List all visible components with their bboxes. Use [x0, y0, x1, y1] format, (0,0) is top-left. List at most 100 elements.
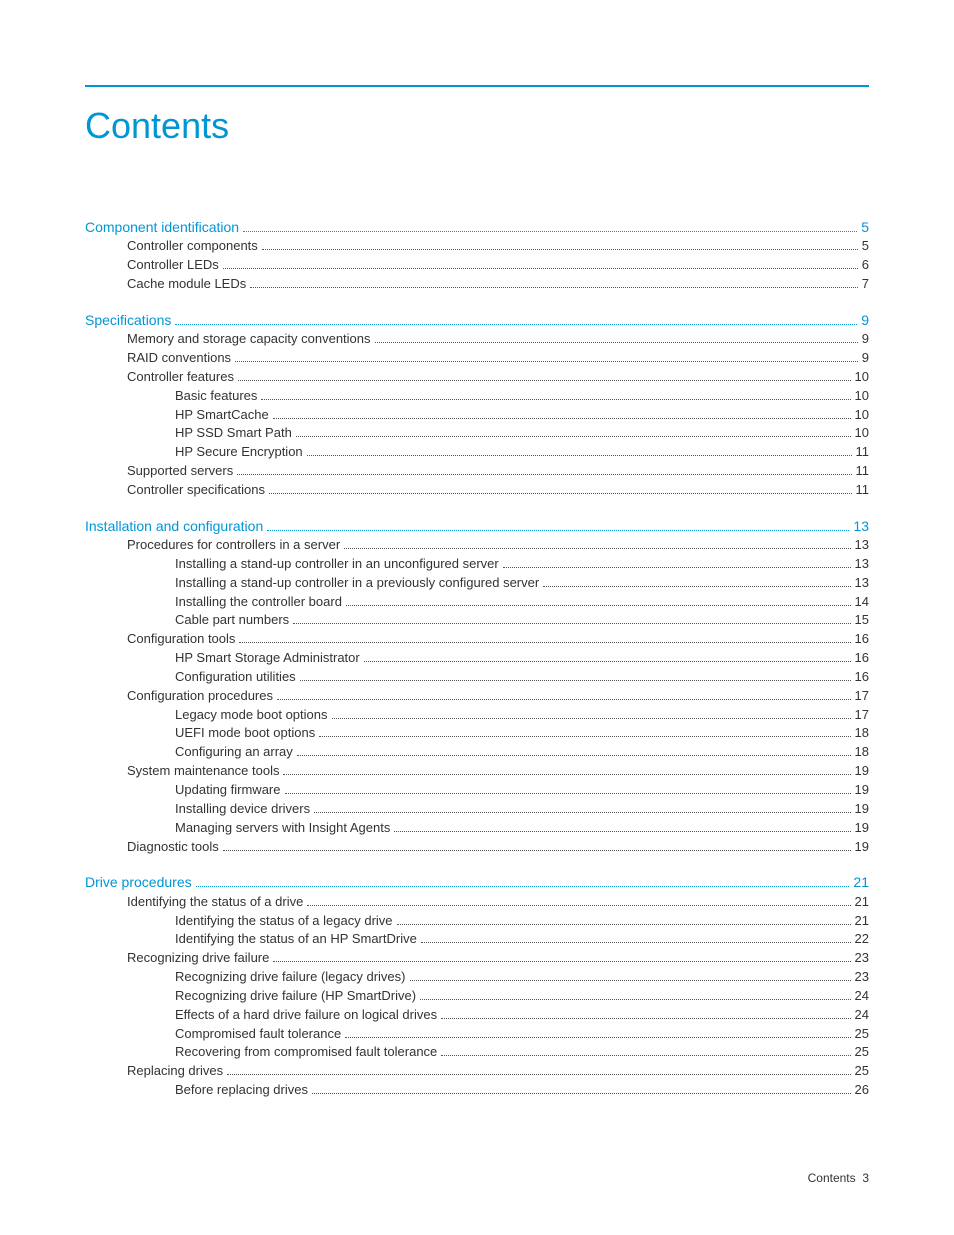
- toc-page: 26: [855, 1081, 869, 1100]
- table-of-contents: Component identification5Controller comp…: [85, 217, 869, 1116]
- toc-entry[interactable]: Identifying the status of a legacy drive…: [85, 912, 869, 931]
- toc-entry[interactable]: Basic features10: [85, 387, 869, 406]
- toc-entry[interactable]: Diagnostic tools19: [85, 838, 869, 857]
- toc-entry[interactable]: Cable part numbers15: [85, 611, 869, 630]
- toc-page: 11: [856, 462, 870, 481]
- toc-entry[interactable]: Compromised fault tolerance25: [85, 1025, 869, 1044]
- toc-leader-dots: [319, 736, 850, 737]
- toc-section-heading[interactable]: Installation and configuration13: [85, 516, 869, 536]
- toc-page: 19: [855, 819, 869, 838]
- toc-entry[interactable]: Installing a stand-up controller in an u…: [85, 555, 869, 574]
- toc-section-heading[interactable]: Specifications9: [85, 310, 869, 330]
- toc-label: Procedures for controllers in a server: [127, 536, 340, 555]
- toc-page: 7: [862, 275, 869, 294]
- toc-leader-dots: [307, 905, 850, 906]
- toc-page: 17: [855, 687, 869, 706]
- toc-entry[interactable]: Recognizing drive failure 23: [85, 949, 869, 968]
- toc-label: Controller specifications: [127, 481, 265, 500]
- toc-entry[interactable]: Installing a stand-up controller in a pr…: [85, 574, 869, 593]
- toc-label: Replacing drives: [127, 1062, 223, 1081]
- toc-entry[interactable]: System maintenance tools19: [85, 762, 869, 781]
- toc-leader-dots: [243, 231, 857, 232]
- toc-entry[interactable]: Configuration procedures 17: [85, 687, 869, 706]
- toc-entry[interactable]: Supported servers 11: [85, 462, 869, 481]
- toc-page: 13: [855, 574, 869, 593]
- toc-entry[interactable]: Effects of a hard drive failure on logic…: [85, 1006, 869, 1025]
- toc-entry[interactable]: Installing device drivers19: [85, 800, 869, 819]
- toc-section-heading[interactable]: Component identification5: [85, 217, 869, 237]
- toc-entry[interactable]: Identifying the status of a drive21: [85, 893, 869, 912]
- toc-label: Managing servers with Insight Agents: [175, 819, 390, 838]
- toc-entry[interactable]: HP SmartCache10: [85, 406, 869, 425]
- toc-label: Compromised fault tolerance: [175, 1025, 341, 1044]
- toc-entry[interactable]: UEFI mode boot options 18: [85, 724, 869, 743]
- toc-entry[interactable]: Memory and storage capacity conventions9: [85, 330, 869, 349]
- toc-entry[interactable]: Configuration tools16: [85, 630, 869, 649]
- toc-page: 10: [855, 424, 869, 443]
- toc-entry[interactable]: Configuring an array18: [85, 743, 869, 762]
- toc-entry[interactable]: HP Secure Encryption11: [85, 443, 869, 462]
- section-gap: [85, 856, 869, 872]
- toc-page: 19: [855, 781, 869, 800]
- toc-leader-dots: [223, 850, 851, 851]
- toc-label: Installation and configuration: [85, 516, 263, 536]
- top-rule: [85, 85, 869, 87]
- toc-leader-dots: [332, 718, 851, 719]
- toc-page: 21: [855, 912, 869, 931]
- toc-entry[interactable]: Replacing drives25: [85, 1062, 869, 1081]
- toc-label: RAID conventions: [127, 349, 231, 368]
- toc-label: Controller LEDs: [127, 256, 219, 275]
- toc-leader-dots: [227, 1074, 850, 1075]
- toc-entry[interactable]: Controller features10: [85, 368, 869, 387]
- toc-entry[interactable]: Recognizing drive failure (HP SmartDrive…: [85, 987, 869, 1006]
- toc-entry[interactable]: Managing servers with Insight Agents 19: [85, 819, 869, 838]
- toc-leader-dots: [543, 586, 850, 587]
- toc-entry[interactable]: Configuration utilities16: [85, 668, 869, 687]
- toc-leader-dots: [421, 942, 851, 943]
- toc-label: Before replacing drives: [175, 1081, 308, 1100]
- toc-entry[interactable]: Before replacing drives 26: [85, 1081, 869, 1100]
- toc-label: Recognizing drive failure: [127, 949, 269, 968]
- toc-entry[interactable]: HP SSD Smart Path10: [85, 424, 869, 443]
- toc-page: 23: [855, 949, 869, 968]
- toc-page: 13: [855, 536, 869, 555]
- toc-entry[interactable]: Identifying the status of an HP SmartDri…: [85, 930, 869, 949]
- toc-page: 5: [861, 217, 869, 237]
- toc-entry[interactable]: Cache module LEDs7: [85, 275, 869, 294]
- toc-entry[interactable]: Recovering from compromised fault tolera…: [85, 1043, 869, 1062]
- toc-label: HP SmartCache: [175, 406, 269, 425]
- toc-page: 16: [855, 668, 869, 687]
- toc-leader-dots: [239, 642, 850, 643]
- toc-label: UEFI mode boot options: [175, 724, 315, 743]
- toc-label: Configuration procedures: [127, 687, 273, 706]
- toc-section-heading[interactable]: Drive procedures21: [85, 872, 869, 892]
- toc-page: 9: [862, 330, 869, 349]
- page-title: Contents: [85, 105, 869, 147]
- toc-label: Supported servers: [127, 462, 233, 481]
- toc-leader-dots: [307, 455, 852, 456]
- toc-entry[interactable]: Updating firmware19: [85, 781, 869, 800]
- toc-label: Identifying the status of a legacy drive: [175, 912, 393, 931]
- toc-entry[interactable]: Installing the controller board14: [85, 593, 869, 612]
- section-gap: [85, 500, 869, 516]
- toc-label: Installing the controller board: [175, 593, 342, 612]
- toc-leader-dots: [285, 793, 851, 794]
- toc-page: 18: [855, 724, 869, 743]
- toc-entry[interactable]: Procedures for controllers in a server 13: [85, 536, 869, 555]
- toc-entry[interactable]: Recognizing drive failure (legacy drives…: [85, 968, 869, 987]
- toc-entry[interactable]: Legacy mode boot options17: [85, 706, 869, 725]
- toc-entry[interactable]: Controller components5: [85, 237, 869, 256]
- toc-label: Specifications: [85, 310, 171, 330]
- toc-page: 19: [855, 762, 869, 781]
- toc-entry[interactable]: RAID conventions 9: [85, 349, 869, 368]
- toc-leader-dots: [273, 418, 851, 419]
- toc-page: 13: [855, 555, 869, 574]
- toc-page: 24: [855, 1006, 869, 1025]
- toc-entry[interactable]: Controller specifications11: [85, 481, 869, 500]
- toc-leader-dots: [250, 287, 858, 288]
- toc-leader-dots: [269, 493, 851, 494]
- toc-page: 9: [862, 349, 869, 368]
- toc-page: 15: [855, 611, 869, 630]
- toc-entry[interactable]: HP Smart Storage Administrator16: [85, 649, 869, 668]
- toc-entry[interactable]: Controller LEDs6: [85, 256, 869, 275]
